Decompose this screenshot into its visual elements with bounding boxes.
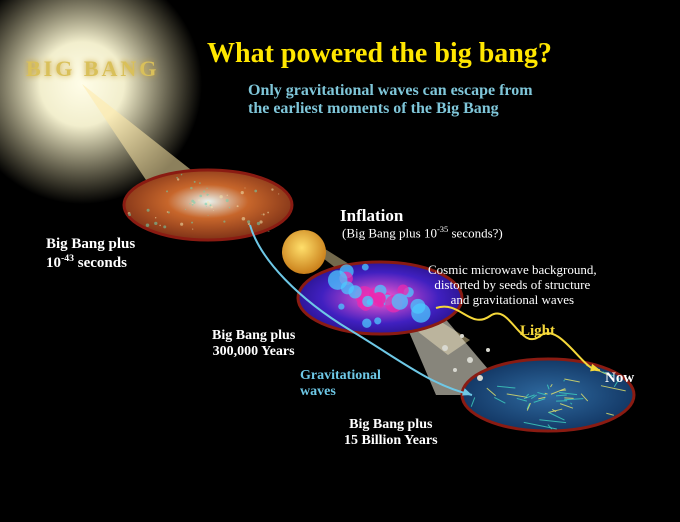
label-disk3: Big Bang plus 15 Billion Years [344, 417, 438, 449]
label-disk3-l2: 15 Billion Years [344, 433, 438, 448]
subtitle: Only gravitational waves can escape from… [248, 82, 533, 119]
label-inflation-pre: (Big Bang plus 10 [342, 225, 437, 240]
label-light: Light [520, 323, 555, 340]
label-grav-l1: Gravitational [300, 368, 381, 383]
label-cmb-l2: distorted by seeds of structure [434, 277, 590, 292]
label-disk2-l2: 300,000 Years [213, 344, 295, 359]
label-cmb-l1: Cosmic microwave background, [428, 262, 597, 277]
label-inflation-suf: seconds?) [448, 225, 503, 240]
label-now: Now [605, 370, 634, 387]
label-inflation-exp: -35 [437, 224, 448, 234]
label-disk3-l1: Big Bang plus [349, 417, 432, 432]
label-inflation-title: Inflation [340, 206, 403, 226]
inflation-orb [282, 230, 326, 274]
label-grav-l2: waves [300, 384, 336, 399]
label-disk2: Big Bang plus 300,000 Years [212, 328, 295, 360]
subtitle-line2: the earliest moments of the Big Bang [248, 100, 499, 117]
label-grav-waves: Gravitational waves [300, 368, 381, 400]
big-bang-label: BIG BANG [26, 56, 159, 81]
main-title: What powered the big bang? [207, 38, 552, 70]
subtitle-line1: Only gravitational waves can escape from [248, 82, 533, 99]
label-disk1-pre: Big Bang plus [46, 236, 135, 252]
label-cmb-l3: and gravitational waves [451, 292, 574, 307]
label-cmb: Cosmic microwave background, distorted b… [428, 263, 597, 308]
label-disk1-exp: -43 [61, 253, 74, 264]
label-disk1-val: 10 [46, 255, 61, 271]
label-disk1: Big Bang plus 10-43 seconds [46, 236, 135, 273]
label-inflation-sub: (Big Bang plus 10-35 seconds?) [342, 225, 503, 241]
label-disk2-l1: Big Bang plus [212, 328, 295, 343]
label-disk1-suf: seconds [74, 255, 127, 271]
